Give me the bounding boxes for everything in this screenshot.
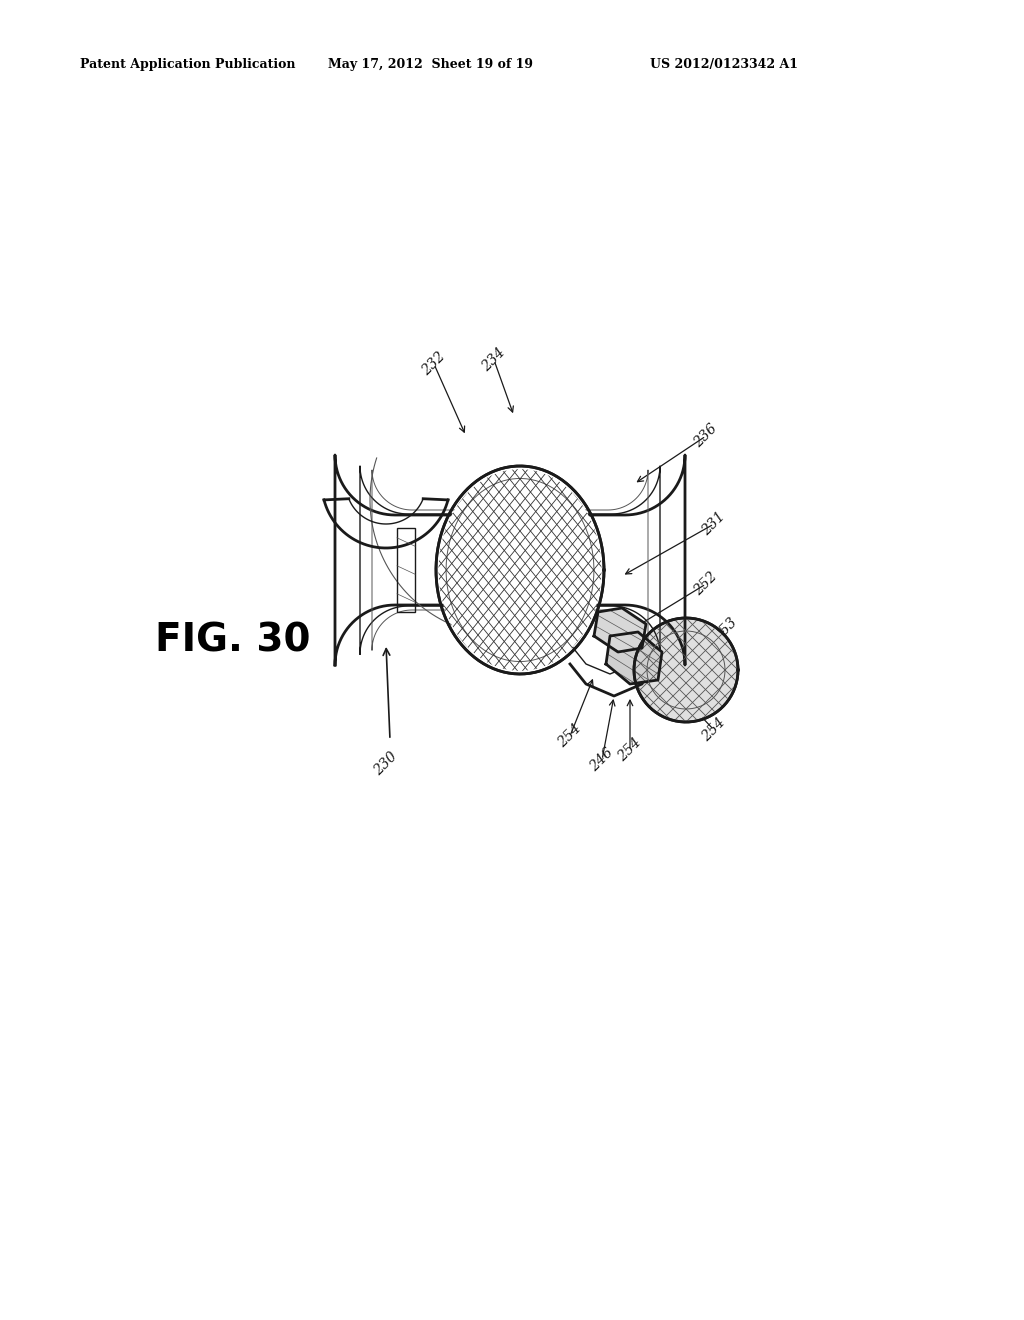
Ellipse shape <box>438 469 601 671</box>
Text: 236: 236 <box>691 421 720 450</box>
Text: 230: 230 <box>372 750 400 779</box>
Circle shape <box>636 619 736 721</box>
Text: 253: 253 <box>712 615 740 644</box>
Text: FIG. 30: FIG. 30 <box>155 620 310 659</box>
Text: 234: 234 <box>479 346 508 375</box>
Text: 252: 252 <box>691 570 720 598</box>
Text: Patent Application Publication: Patent Application Publication <box>80 58 296 71</box>
Text: 231: 231 <box>699 510 728 539</box>
Text: 254: 254 <box>615 735 644 764</box>
Polygon shape <box>606 632 662 684</box>
Text: 232: 232 <box>420 350 449 379</box>
Text: 254: 254 <box>556 722 585 750</box>
Polygon shape <box>594 609 646 652</box>
Text: 254: 254 <box>699 715 728 744</box>
Bar <box>397 528 415 612</box>
Text: May 17, 2012  Sheet 19 of 19: May 17, 2012 Sheet 19 of 19 <box>328 58 532 71</box>
Text: US 2012/0123342 A1: US 2012/0123342 A1 <box>650 58 798 71</box>
Text: 246: 246 <box>588 746 616 775</box>
